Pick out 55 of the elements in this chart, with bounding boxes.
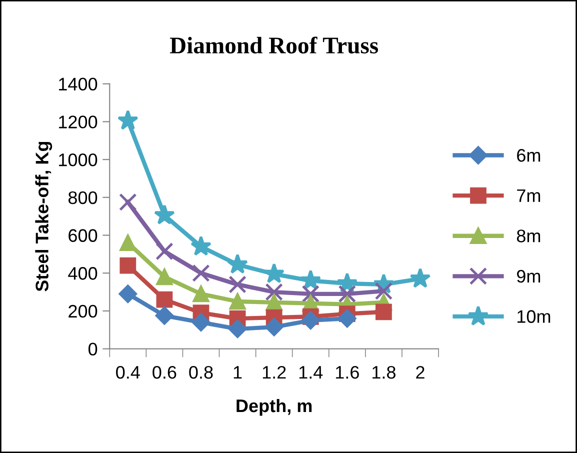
point [264, 318, 284, 336]
point [117, 110, 138, 130]
point [228, 320, 247, 338]
chart-title: Diamond Roof Truss [170, 36, 378, 54]
legend-label: 10m [518, 310, 550, 323]
point [410, 268, 431, 288]
y-tick-label: 800 [68, 191, 98, 204]
x-tick-label: 1.6 [336, 366, 359, 379]
x-axis-title: Depth, m [236, 398, 312, 416]
x-tick-label: 1 [234, 366, 242, 379]
y-tick-label: 400 [68, 267, 98, 280]
point [338, 309, 356, 328]
y-tick-label: 1200 [59, 116, 98, 128]
x-tick-label: 1.4 [299, 366, 323, 379]
point [265, 283, 283, 301]
point [374, 282, 393, 300]
x-tick-label: 0.6 [152, 366, 176, 379]
point [266, 294, 282, 311]
point [192, 313, 210, 332]
point [155, 306, 174, 325]
legend-label: 7m [517, 189, 540, 202]
y-tick-label: 200 [68, 304, 98, 318]
legend-label: 9m [517, 270, 540, 283]
y-tick-label: 0 [88, 342, 98, 356]
point [156, 291, 173, 308]
point [228, 276, 246, 294]
x-tick-label: 0.8 [189, 366, 213, 379]
point [302, 285, 320, 303]
point [119, 193, 137, 211]
y-axis-title: Steel Take-off, Kg [35, 142, 52, 292]
y-tick-label: 1000 [59, 153, 98, 166]
point [118, 284, 138, 304]
point [192, 286, 210, 302]
point [154, 204, 175, 224]
point [192, 264, 210, 282]
x-tick-label: 2 [416, 366, 424, 379]
x-tick-label: 0.4 [116, 366, 140, 379]
point [156, 268, 173, 286]
legend-label: 8m [516, 230, 540, 242]
point [264, 263, 285, 284]
x-tick-label: 1.8 [372, 366, 396, 379]
y-tick-label: 1400 [59, 78, 98, 91]
point [190, 236, 212, 256]
y-tick-label: 600 [68, 229, 98, 242]
point [120, 234, 136, 252]
legend-label: 6m [517, 148, 540, 162]
point [300, 270, 322, 290]
x-tick-label: 1.2 [262, 366, 286, 379]
point [229, 293, 246, 310]
point [302, 311, 320, 330]
point [227, 254, 248, 274]
point [120, 257, 136, 274]
point [156, 242, 174, 260]
point [376, 304, 392, 320]
point [338, 285, 356, 303]
